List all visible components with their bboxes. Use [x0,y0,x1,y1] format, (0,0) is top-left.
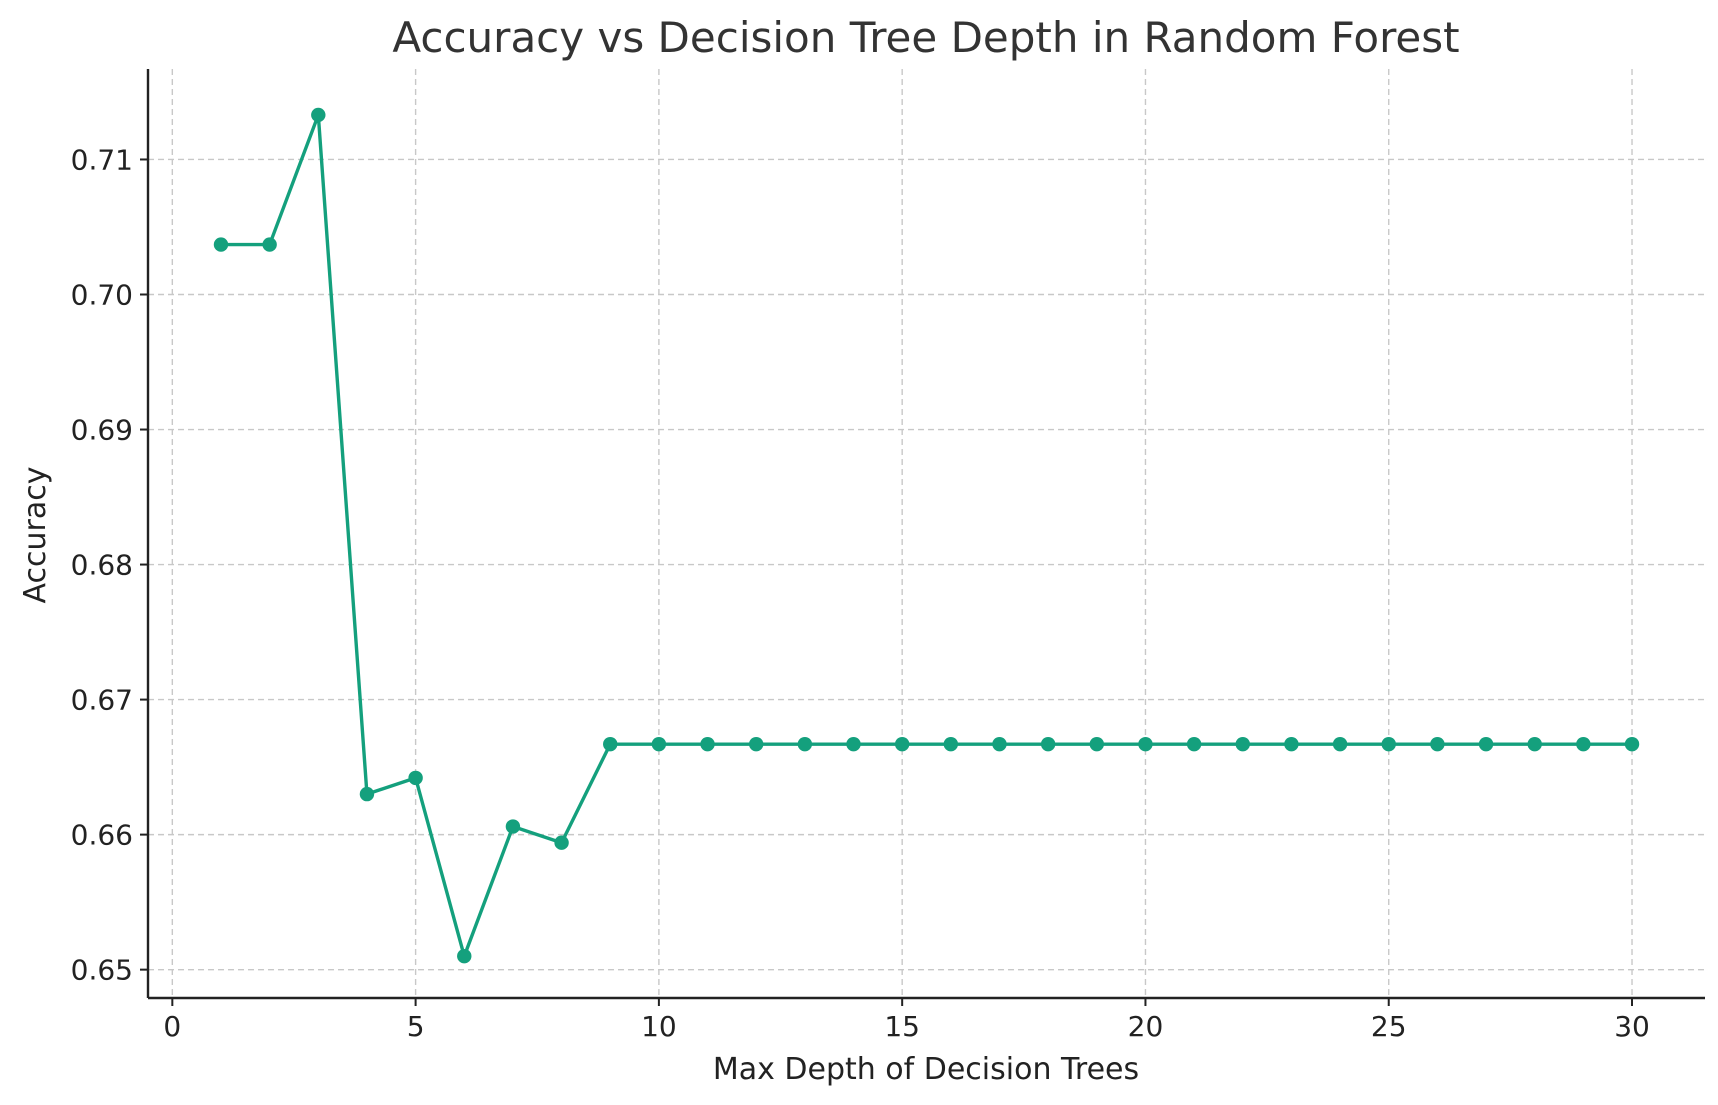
y-tick-label: 0.65 [71,954,133,987]
data-point [1624,736,1640,752]
y-axis-ticks: 0.65 0.66 0.67 0.68 0.69 0.70 0.71 [71,143,148,987]
y-tick-label: 0.69 [71,414,133,447]
data-point [408,770,423,786]
y-tick-label: 0.71 [71,143,133,176]
y-tick-label: 0.67 [71,684,133,717]
y-tick-label: 0.68 [71,549,133,582]
data-point [797,736,813,752]
data-point [1478,736,1494,752]
data-point [1527,736,1542,752]
data-point [505,819,521,834]
x-tick-label: 10 [641,1010,677,1043]
data-point [894,736,910,752]
y-tick-label: 0.66 [71,819,133,852]
data-point [1284,736,1299,752]
data-point [1040,736,1056,752]
data-point [1089,736,1104,752]
y-tick-label: 0.70 [71,278,133,311]
data-point [1430,736,1445,752]
data-point [992,736,1007,752]
x-tick-label: 0 [163,1010,181,1043]
x-tick-label: 15 [884,1010,920,1043]
x-tick-label: 20 [1128,1010,1164,1043]
chart-title: Accuracy vs Decision Tree Depth in Rando… [392,13,1459,62]
axes [146,69,1705,1000]
data-point [1186,736,1202,752]
x-axis-ticks: 0 5 10 15 20 25 30 [163,998,1650,1043]
data-point [359,786,375,802]
data-point [457,948,472,964]
data-point [1381,736,1396,752]
data-point [1138,736,1153,752]
data-point [749,736,764,752]
x-axis-label: Max Depth of Decision Trees [713,1052,1139,1087]
data-series [213,107,1640,964]
data-point [213,237,229,252]
x-tick-label: 25 [1371,1010,1407,1043]
x-tick-label: 30 [1614,1010,1650,1043]
data-point [700,736,715,752]
grid-lines [148,69,1705,998]
data-point [651,736,667,752]
data-point [554,835,569,850]
data-point [1235,736,1250,752]
data-point [943,736,959,752]
data-point [311,107,326,123]
data-point [1332,736,1348,752]
data-point [603,736,618,752]
data-point [846,736,861,752]
series-line [219,113,1634,958]
x-tick-label: 5 [407,1010,425,1043]
data-point [262,237,277,252]
y-axis-label: Accuracy [18,467,53,604]
data-point [1576,736,1591,752]
